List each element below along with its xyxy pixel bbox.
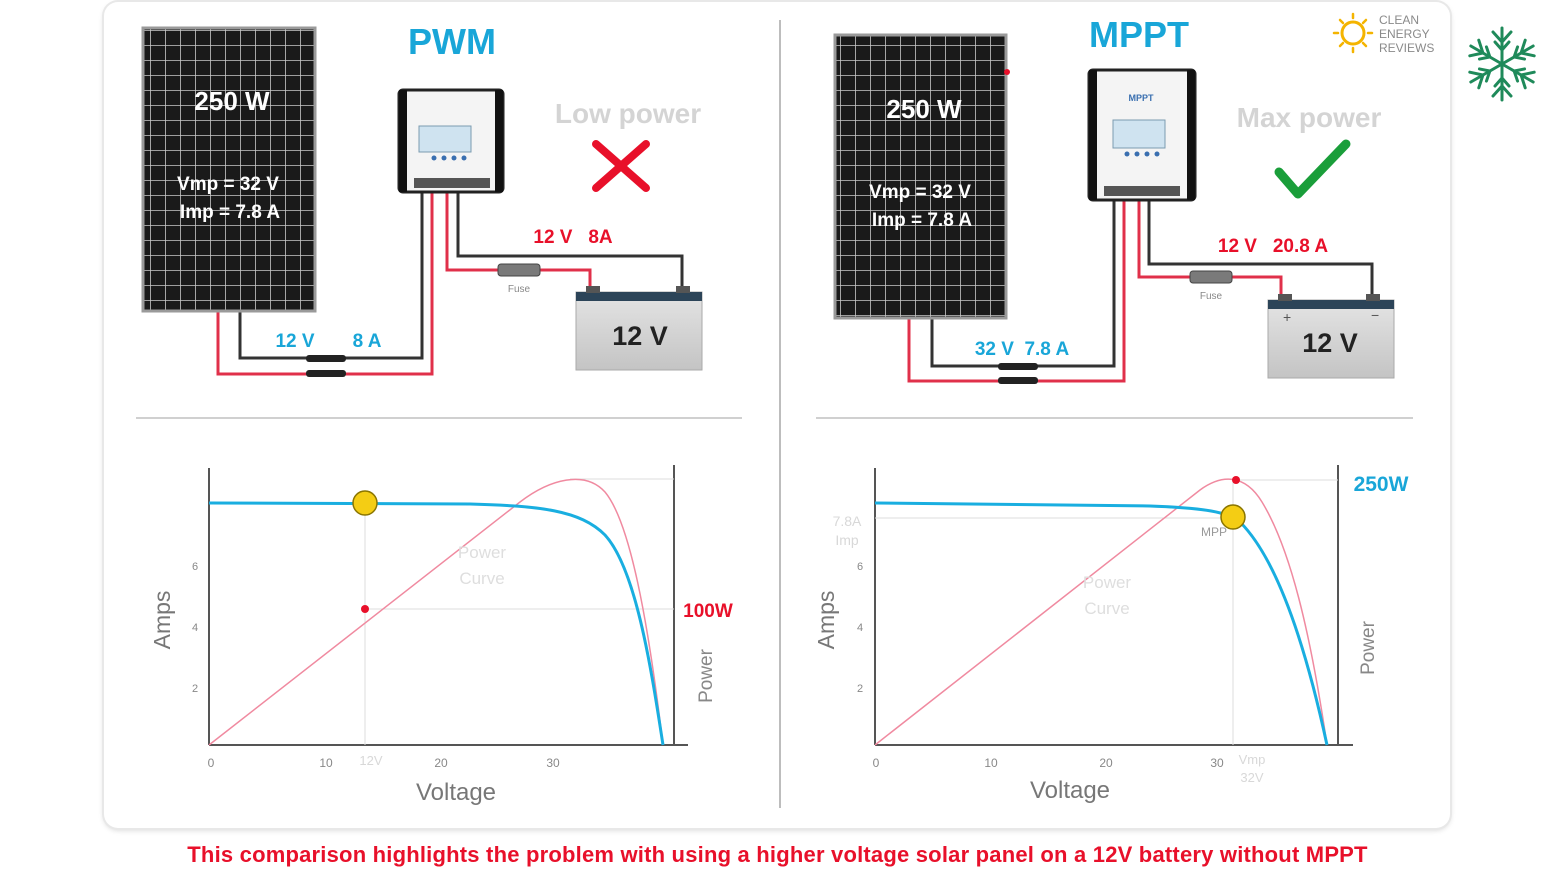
mppt-ytick-6: 6 bbox=[857, 561, 863, 573]
check-icon bbox=[1274, 139, 1351, 199]
snowflake-icon bbox=[1464, 26, 1540, 102]
mppt-output-label: 12 V 20.8 A bbox=[1218, 236, 1328, 257]
mppt-xtick-3: 30 bbox=[1210, 756, 1224, 770]
mppt-panel-imp: Imp = 7.8 A bbox=[872, 210, 972, 231]
mppt-connector-1 bbox=[998, 363, 1038, 370]
mppt-ytick-4: 4 bbox=[857, 622, 863, 634]
pwm-panel-imp: Imp = 7.8 A bbox=[180, 202, 280, 223]
mppt-graph: MPP Power Curve 7.8A Imp Amps Power Volt… bbox=[813, 465, 1409, 804]
pwm-wire-black-batt bbox=[456, 192, 684, 292]
mppt-fuse bbox=[1189, 270, 1233, 284]
mppt-title: MPPT bbox=[1089, 14, 1189, 55]
mppt-charge-controller bbox=[1087, 68, 1197, 202]
mppt-solar-panel bbox=[833, 33, 1008, 320]
pwm-solar-panel bbox=[141, 26, 317, 313]
pwm-output-label: 12 V 8A bbox=[533, 227, 612, 248]
pwm-xlabel: Voltage bbox=[416, 779, 496, 806]
pwm-battery bbox=[575, 286, 703, 371]
pwm-ylabel: Amps bbox=[149, 591, 175, 650]
pwm-power-label: 100W bbox=[683, 601, 733, 622]
mppt-curve-label-1: Power bbox=[1083, 573, 1132, 592]
mppt-xtick-1: 10 bbox=[984, 756, 998, 770]
pwm-fuse-label: Fuse bbox=[508, 284, 531, 295]
pwm-curve-label-1: Power bbox=[458, 543, 507, 562]
pwm-power-curve bbox=[208, 478, 664, 746]
pwm-charge-controller bbox=[397, 88, 505, 194]
pwm-iv-curve bbox=[208, 501, 665, 746]
mppt-panel-marker bbox=[1004, 69, 1010, 75]
pwm-xtick-1: 10 bbox=[319, 756, 333, 770]
mppt-y2label: Power bbox=[1358, 620, 1379, 675]
mppt-connector-2 bbox=[998, 377, 1038, 384]
mppt-panel-vmp: Vmp = 32 V bbox=[869, 182, 971, 203]
pwm-connector-1 bbox=[306, 355, 346, 362]
mppt-power-point bbox=[1232, 476, 1240, 484]
mppt-fuse-label: Fuse bbox=[1200, 291, 1223, 302]
pwm-ytick-4: 4 bbox=[192, 622, 198, 634]
mppt-power-label: 250W bbox=[1354, 473, 1409, 496]
sun-icon bbox=[1332, 12, 1374, 54]
pwm-xtick-0: 0 bbox=[208, 756, 215, 770]
mppt-status-text: Max power bbox=[1237, 102, 1382, 133]
pwm-connector-2 bbox=[306, 370, 346, 377]
pwm-operating-point bbox=[352, 490, 378, 516]
comparison-card bbox=[104, 2, 1450, 828]
mppt-input-label: 32 V 7.8 A bbox=[975, 339, 1070, 360]
svg-text:−: − bbox=[1371, 307, 1379, 323]
pwm-panel-vmp: Vmp = 32 V bbox=[177, 174, 279, 195]
pwm-xmarker: 12V bbox=[359, 753, 382, 768]
mppt-operating-point bbox=[1220, 504, 1246, 530]
pwm-ytick-6: 6 bbox=[192, 561, 198, 573]
mppt-panel-watts: 250 W bbox=[886, 94, 962, 124]
pwm-fuse bbox=[497, 263, 541, 277]
mppt-xtick-2: 20 bbox=[1099, 756, 1113, 770]
svg-text:+: + bbox=[1283, 309, 1291, 325]
pwm-status-text: Low power bbox=[555, 98, 701, 129]
pwm-curve-label-2: Curve bbox=[459, 569, 504, 588]
mppt-controller-label: MPPT bbox=[1128, 93, 1154, 103]
pwm-title: PWM bbox=[408, 21, 496, 62]
mppt-ylabel: Amps bbox=[813, 591, 839, 650]
cross-icon bbox=[592, 140, 650, 192]
mppt-section: MPPT Fuse 250 W Vmp = 32 V Imp = 7.8 A M… bbox=[833, 14, 1395, 384]
mppt-power-curve bbox=[874, 478, 1328, 746]
pwm-panel-watts: 250 W bbox=[194, 86, 270, 116]
mppt-mpp-label: MPP bbox=[1201, 525, 1227, 539]
mppt-battery-label: 12 V bbox=[1302, 328, 1358, 358]
pwm-input-amps: 8 A bbox=[353, 331, 382, 352]
pwm-ytick-2: 2 bbox=[192, 683, 198, 695]
mppt-imp-label-1: 7.8A bbox=[833, 513, 862, 529]
mppt-vmp-label-2: 32V bbox=[1240, 770, 1263, 785]
mppt-battery: + − bbox=[1267, 294, 1395, 379]
logo-line-1: CLEAN bbox=[1379, 13, 1419, 27]
mppt-vmp-label-1: Vmp bbox=[1239, 752, 1266, 767]
mppt-iv-curve bbox=[874, 501, 1329, 746]
mppt-ytick-2: 2 bbox=[857, 683, 863, 695]
caption: This comparison highlights the problem w… bbox=[187, 842, 1368, 867]
mppt-xlabel: Voltage bbox=[1030, 777, 1110, 804]
pwm-input-volts: 12 V bbox=[275, 331, 314, 352]
logo-line-3: REVIEWS bbox=[1379, 41, 1434, 55]
mppt-xtick-0: 0 bbox=[873, 756, 880, 770]
pwm-power-point bbox=[361, 605, 369, 613]
mppt-wire-black-batt bbox=[1147, 200, 1374, 300]
pwm-xtick-2: 20 bbox=[434, 756, 448, 770]
mppt-imp-label-2: Imp bbox=[835, 532, 859, 548]
pwm-xtick-3: 30 bbox=[546, 756, 560, 770]
pwm-section: PWM Fuse 250 W Vmp = 32 V Imp = 7.8 A Lo… bbox=[141, 21, 703, 377]
pwm-y2label: Power bbox=[696, 648, 717, 703]
logo-line-2: ENERGY bbox=[1379, 27, 1430, 41]
pwm-graph: Power Curve Amps Power Voltage 100W 0 10… bbox=[149, 465, 733, 806]
mppt-curve-label-2: Curve bbox=[1084, 599, 1129, 618]
pwm-battery-label: 12 V bbox=[612, 321, 668, 351]
